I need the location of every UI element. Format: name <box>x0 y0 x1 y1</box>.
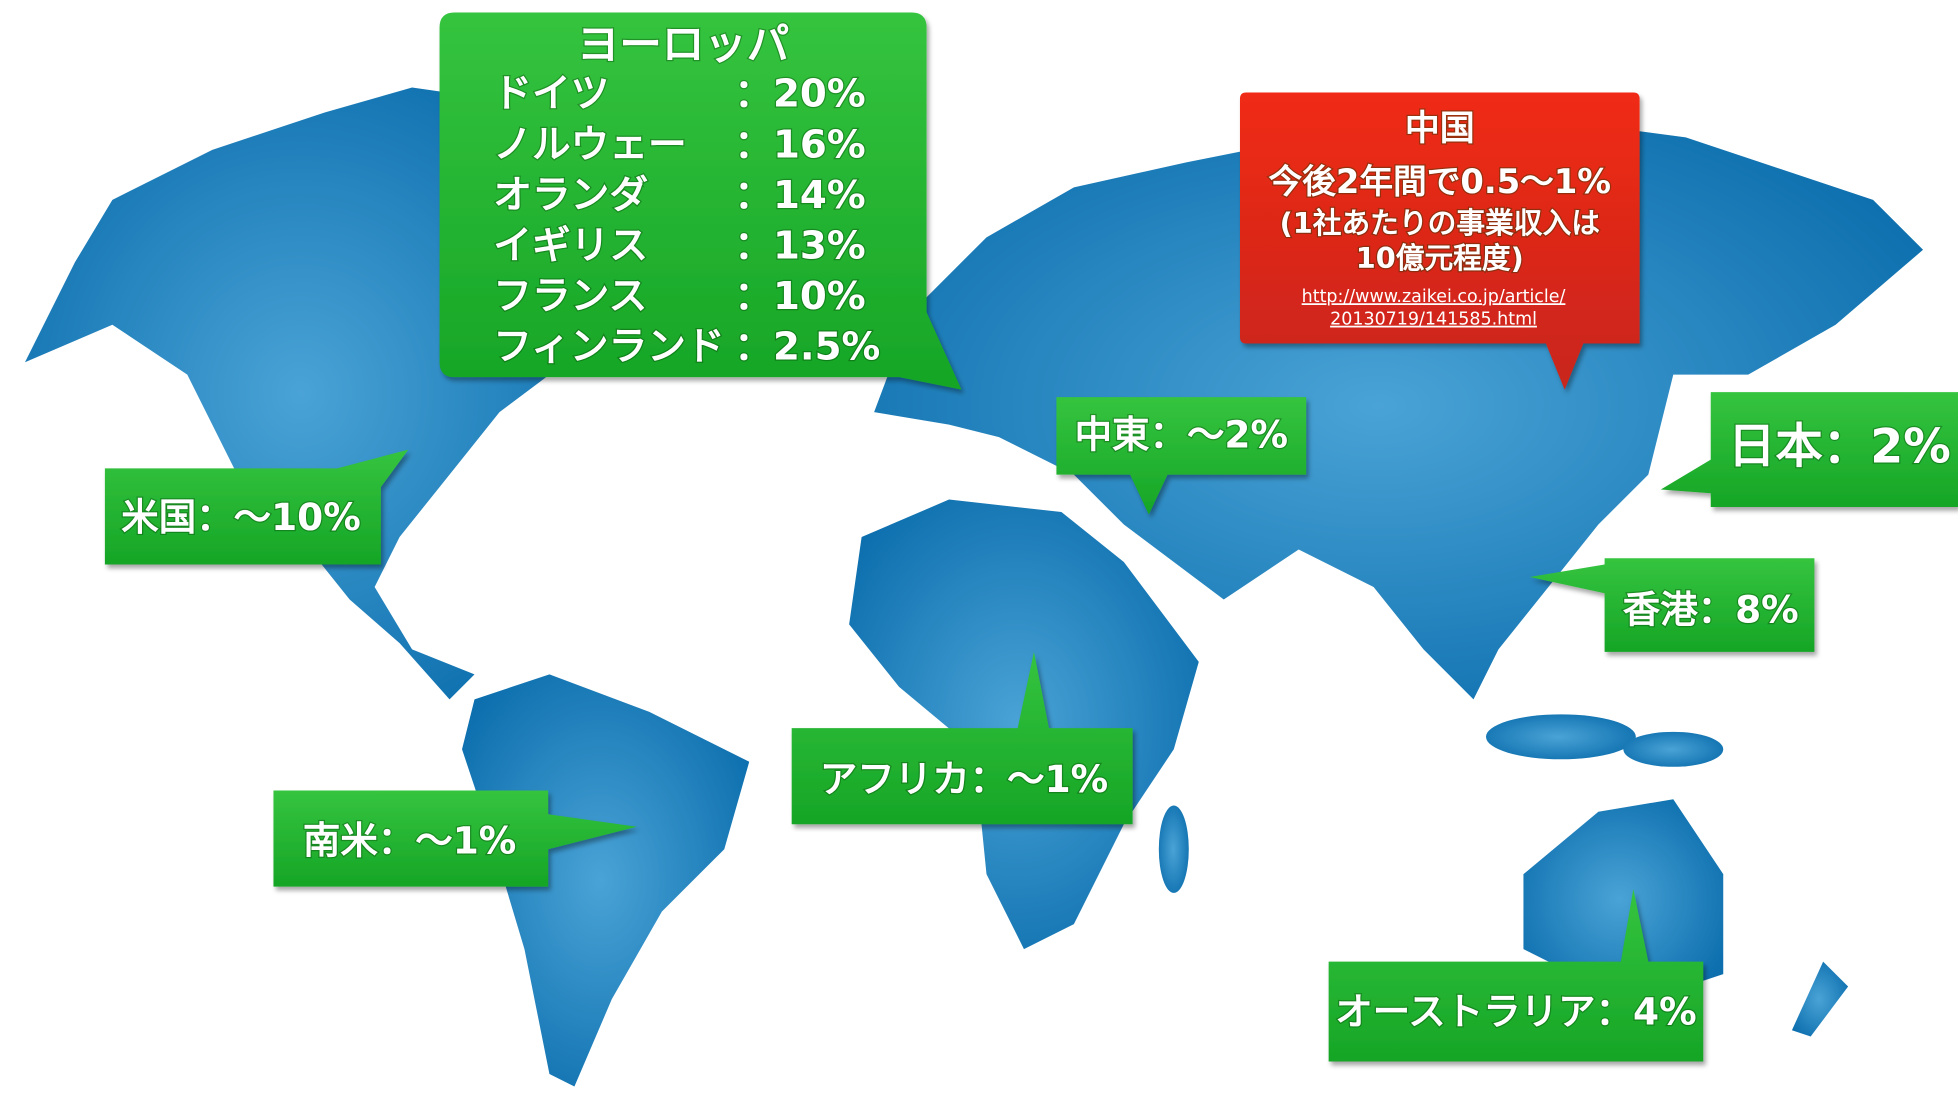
callout-box <box>1239 92 1640 390</box>
callout-box <box>273 790 637 887</box>
callout-box <box>439 12 962 390</box>
callout-box <box>791 651 1133 825</box>
south-america <box>462 674 750 1087</box>
row-name: フィンランド <box>493 325 724 370</box>
usa-callout: 米国：〜10% <box>104 449 409 565</box>
africa-callout: アフリカ：〜1% <box>791 651 1133 825</box>
new-zealand <box>1791 961 1849 1037</box>
china-callout: 中国 今後2年間で0.5〜1% (1社あたりの事業収入は 10億元程度) htt… <box>1239 92 1640 390</box>
callout-box <box>1660 392 1958 508</box>
callout-label: オーストラリア：4% <box>1335 990 1696 1034</box>
middle-east-callout: 中東：〜2% <box>1056 397 1307 515</box>
row-value: ：10% <box>734 274 865 319</box>
callout-box <box>104 449 409 565</box>
callout-label: 中東：〜2% <box>1075 413 1288 457</box>
row-name: ドイツ <box>493 72 609 117</box>
row-name: イギリス <box>493 223 648 268</box>
callout-box <box>1529 558 1815 652</box>
callout-label: 香港：8% <box>1623 587 1799 631</box>
row-value: ：14% <box>734 173 865 218</box>
row-value: ：16% <box>734 122 865 167</box>
source-link[interactable]: http://www.zaikei.co.jp/article/ <box>1302 287 1566 307</box>
japan-callout: 日本：2% <box>1660 392 1958 508</box>
europe-callout: ヨーロッパ ドイツ ：20% ノルウェー ：16% オランダ ：14% イギリス ：13% フラ… <box>439 12 962 390</box>
callout-label: アフリカ：〜1% <box>820 757 1108 801</box>
hong-kong-callout: 香港：8% <box>1529 558 1815 652</box>
australia <box>1523 799 1724 1000</box>
row-name: オランダ <box>493 173 648 218</box>
callout-box <box>1056 397 1307 515</box>
eurasia <box>874 112 1924 700</box>
source-link[interactable]: 20130719/141585.html <box>1330 310 1537 330</box>
callout-title: ヨーロッパ <box>577 21 789 70</box>
south-america-callout: 南米：〜1% <box>273 790 637 887</box>
callout-line: 今後2年間で0.5〜1% <box>1268 162 1611 201</box>
row-value: ：2.5% <box>734 325 880 370</box>
indonesia <box>1485 714 1636 760</box>
row-value: ：13% <box>734 223 865 268</box>
callout-title: 中国 <box>1405 109 1475 149</box>
row-name: フランス <box>493 274 647 319</box>
row-value: ：20% <box>734 72 865 117</box>
callout-label: 米国：〜10% <box>121 495 360 539</box>
callout-line: (1社あたりの事業収入は <box>1280 206 1600 240</box>
callout-label: 南米：〜1% <box>303 818 516 862</box>
callout-box <box>1328 889 1704 1062</box>
australia-callout: オーストラリア：4% <box>1328 889 1704 1062</box>
callout-label: 日本：2% <box>1728 420 1951 475</box>
new-guinea <box>1623 731 1724 767</box>
madagascar <box>1158 805 1189 893</box>
row-name: ノルウェー <box>493 122 687 167</box>
callout-line: 10億元程度) <box>1356 241 1524 275</box>
